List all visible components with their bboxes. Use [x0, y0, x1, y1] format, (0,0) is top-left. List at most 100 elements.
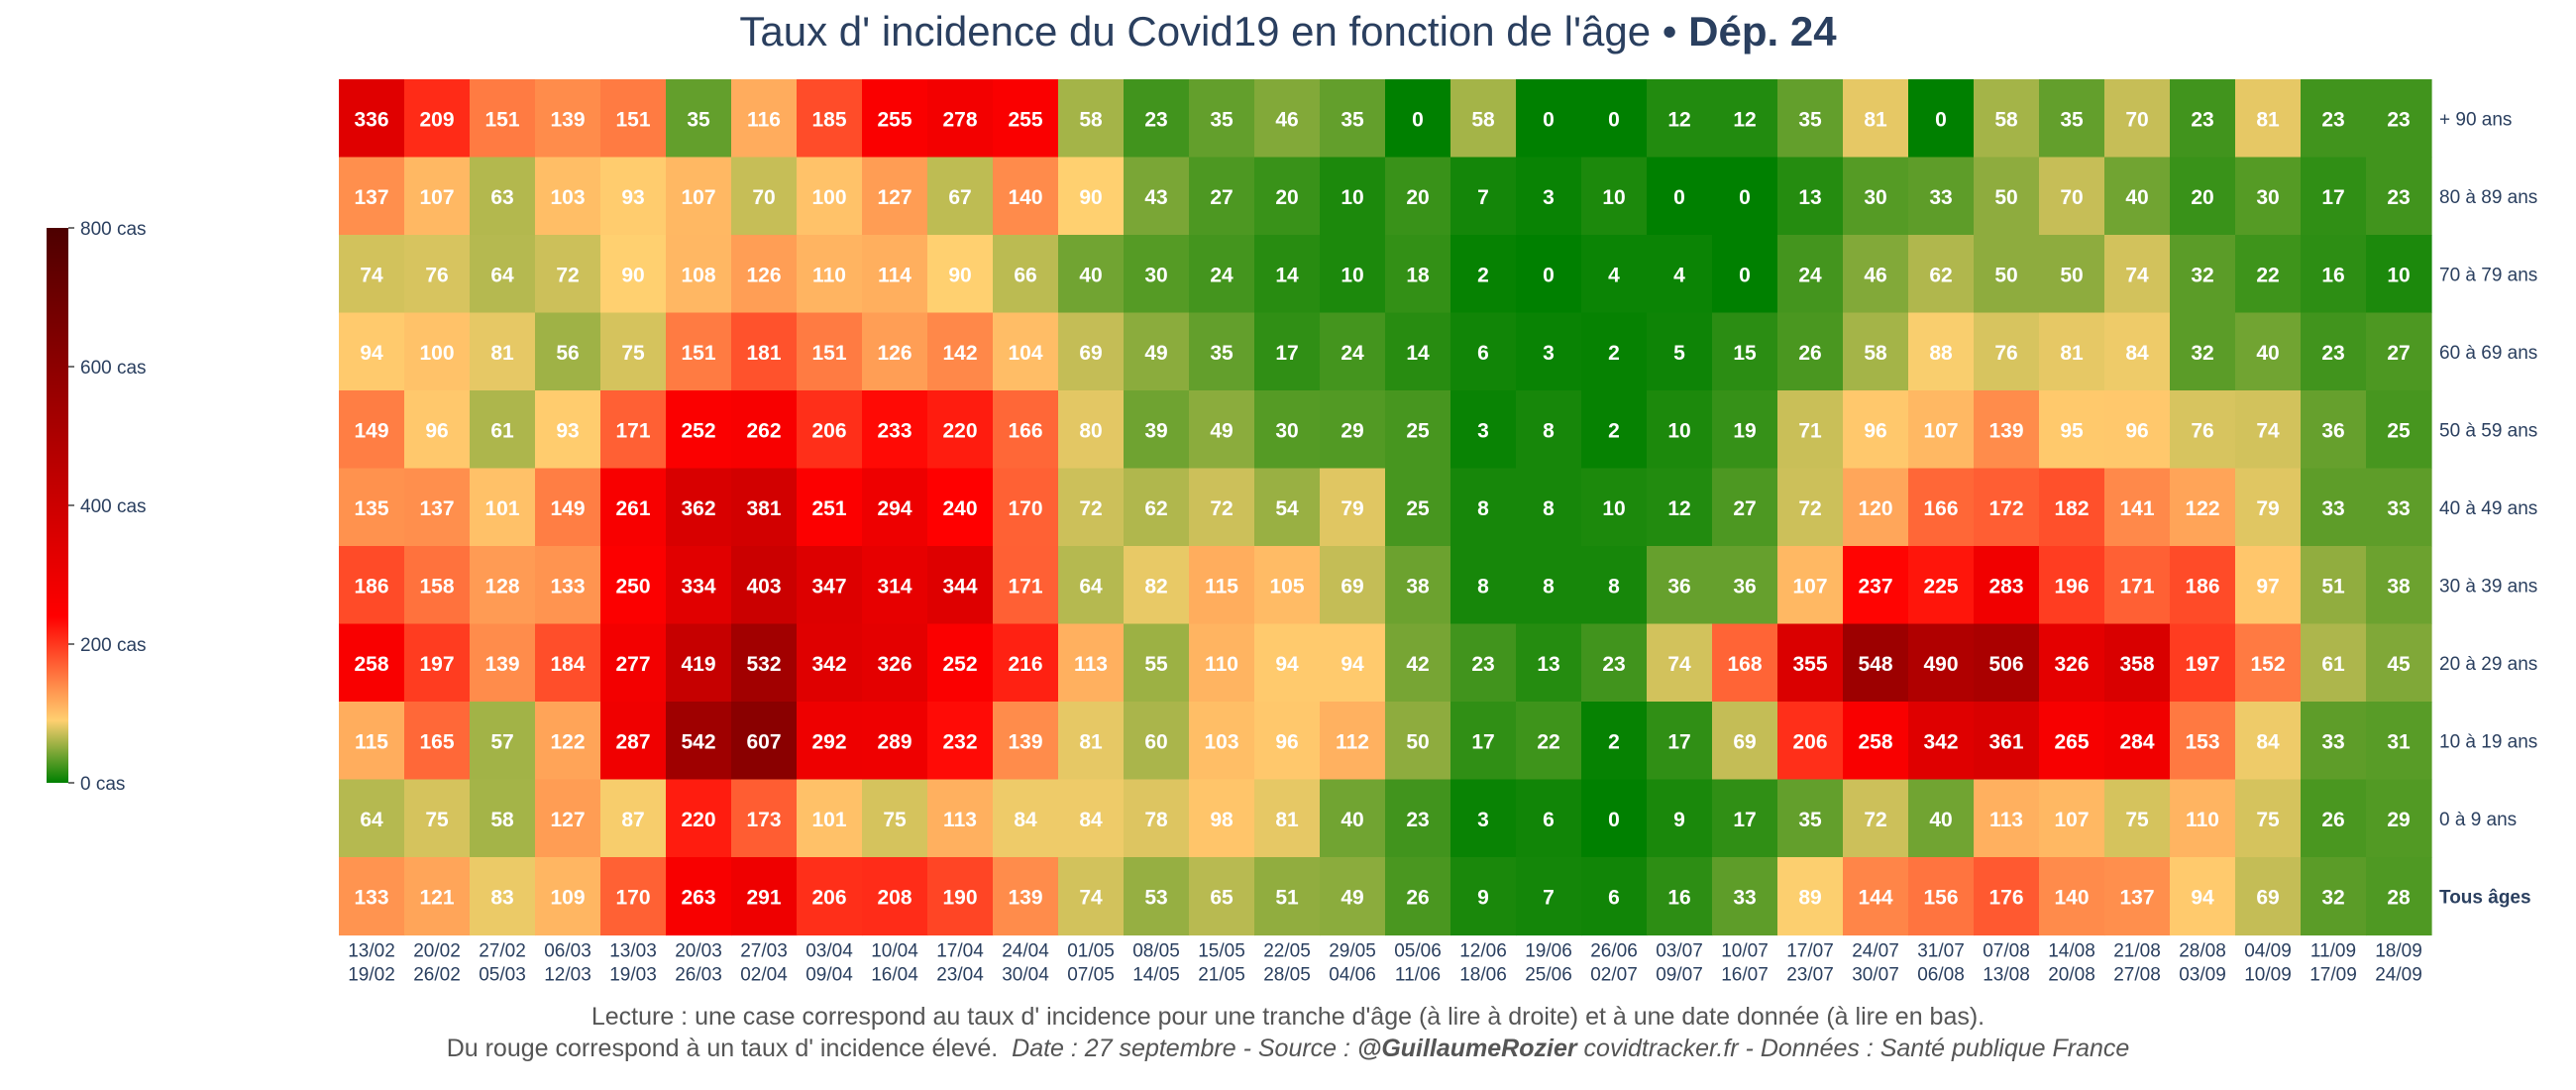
heatmap-cell	[666, 312, 732, 391]
heatmap-cell-value: 95	[2060, 419, 2084, 442]
heatmap-cell	[1450, 702, 1517, 781]
heatmap-cell-value: 113	[1989, 809, 2023, 831]
heatmap-cell-value: 133	[550, 575, 585, 598]
y-tick-label: 80 à 89 ans	[2439, 187, 2537, 208]
heatmap-cell-value: 36	[2321, 419, 2344, 442]
heatmap-cell-value: 139	[550, 108, 585, 131]
heatmap-cell-value: 3	[1477, 809, 1489, 831]
heatmap-cell	[1124, 235, 1190, 314]
heatmap-cell	[2301, 468, 2367, 547]
heatmap-cell-value: 90	[948, 264, 971, 286]
heatmap-cell-value: 10	[2387, 264, 2410, 286]
heatmap-cell-value: 75	[2256, 809, 2280, 831]
heatmap-cell	[1777, 235, 1844, 314]
y-tick-label: 10 à 19 ans	[2439, 731, 2537, 752]
heatmap-cell-value: 7	[1477, 186, 1489, 209]
heatmap-cell-value: 72	[1079, 497, 1102, 520]
heatmap-cell-value: 27	[1210, 186, 1233, 209]
heatmap-cell-value: 240	[942, 497, 977, 520]
heatmap-cell-value: 90	[1079, 186, 1102, 209]
x-tick-label-start: 07/08	[1983, 941, 2030, 962]
heatmap-cell-value: 23	[1471, 653, 1494, 676]
heatmap-cell	[1385, 390, 1451, 470]
heatmap-cell-value: 0	[1543, 264, 1555, 286]
heatmap-cell-value: 81	[2060, 342, 2084, 365]
x-tick-label-end: 12/03	[544, 965, 591, 986]
heatmap-cell-value: 0	[1673, 186, 1685, 209]
heatmap-cell	[731, 390, 798, 470]
heatmap-cell-value: 171	[615, 419, 650, 442]
heatmap-cell-value: 107	[1923, 419, 1958, 442]
colorbar-tick-label: 800 cas	[80, 219, 147, 240]
heatmap-cell-value: 107	[681, 186, 715, 209]
heatmap-cell	[1647, 157, 1713, 236]
x-tick-label-start: 26/06	[1590, 941, 1638, 962]
heatmap-cell-value: 225	[1923, 575, 1958, 598]
heatmap-cell	[600, 79, 667, 159]
heatmap-cell-value: 197	[2185, 653, 2219, 676]
heatmap-cell-value: 7	[1543, 886, 1555, 909]
y-tick-label: 70 à 79 ans	[2439, 265, 2537, 285]
heatmap-cell	[1777, 546, 1844, 625]
heatmap-cell	[1058, 623, 1125, 703]
heatmap-cell-value: 6	[1477, 342, 1489, 365]
heatmap-cell	[470, 623, 536, 703]
heatmap-cell-value: 35	[1798, 809, 1822, 831]
heatmap-cell-value: 33	[2321, 497, 2344, 520]
heatmap-cell	[404, 157, 471, 236]
heatmap-cell-value: 115	[1205, 575, 1238, 598]
heatmap-cell	[1516, 157, 1582, 236]
heatmap-cell	[1189, 779, 1255, 858]
heatmap-cell	[1450, 779, 1517, 858]
heatmap-cell	[731, 468, 798, 547]
heatmap-cell-value: 35	[687, 108, 710, 131]
heatmap-cell-value: 532	[746, 653, 781, 676]
heatmap-cell	[1712, 546, 1778, 625]
x-tick-label-start: 31/07	[1917, 941, 1965, 962]
heatmap-cell-value: 49	[1341, 886, 1363, 909]
heatmap-cell-value: 15	[1733, 342, 1757, 365]
heatmap-cell	[1908, 623, 1975, 703]
heatmap-cell	[339, 468, 405, 547]
heatmap-cell	[339, 857, 405, 936]
heatmap-cell-value: 2	[1477, 264, 1489, 286]
heatmap-cell-value: 19	[1733, 419, 1756, 442]
heatmap-cell-value: 42	[1406, 653, 1429, 676]
x-tick-label-end: 25/06	[1525, 965, 1572, 986]
heatmap-cell	[1124, 546, 1190, 625]
heatmap-cell	[1385, 235, 1451, 314]
heatmap-cell-value: 133	[354, 886, 388, 909]
heatmap-cell	[600, 235, 667, 314]
x-tick-label-start: 21/08	[2113, 941, 2161, 962]
heatmap-cell	[2170, 857, 2236, 936]
heatmap-cell-value: 126	[746, 264, 781, 286]
heatmap-cell	[1516, 702, 1582, 781]
heatmap-cell	[2104, 79, 2171, 159]
heatmap-cell-value: 113	[1074, 653, 1108, 676]
heatmap-cell	[600, 390, 667, 470]
heatmap-cell	[993, 390, 1059, 470]
heatmap-cell	[2039, 857, 2105, 936]
heatmap-cell-value: 149	[550, 497, 585, 520]
heatmap-cell	[1581, 546, 1648, 625]
heatmap-cell-value: 196	[2054, 575, 2089, 598]
heatmap-cell	[666, 857, 732, 936]
heatmap-cell-value: 181	[746, 342, 781, 365]
heatmap-cell-value: 10	[1602, 186, 1625, 209]
x-tick-label-start: 20/02	[413, 941, 461, 962]
heatmap-cell-value: 72	[1210, 497, 1233, 520]
x-tick-label-start: 22/05	[1263, 941, 1311, 962]
heatmap-cell	[600, 468, 667, 547]
heatmap-cell	[1189, 468, 1255, 547]
heatmap-cell-value: 232	[942, 730, 977, 753]
x-tick-label-end: 26/03	[675, 965, 722, 986]
heatmap-cell	[2366, 468, 2432, 547]
heatmap-cell	[600, 623, 667, 703]
heatmap-cell-value: 94	[1341, 653, 1364, 676]
heatmap-cell-value: 8	[1543, 575, 1555, 598]
heatmap-cell	[2039, 468, 2105, 547]
heatmap-cell	[1058, 779, 1125, 858]
y-tick-label: 40 à 49 ans	[2439, 498, 2537, 519]
heatmap-cell-value: 45	[2387, 653, 2411, 676]
chart-title-dept: Dép. 24	[1688, 8, 1837, 54]
